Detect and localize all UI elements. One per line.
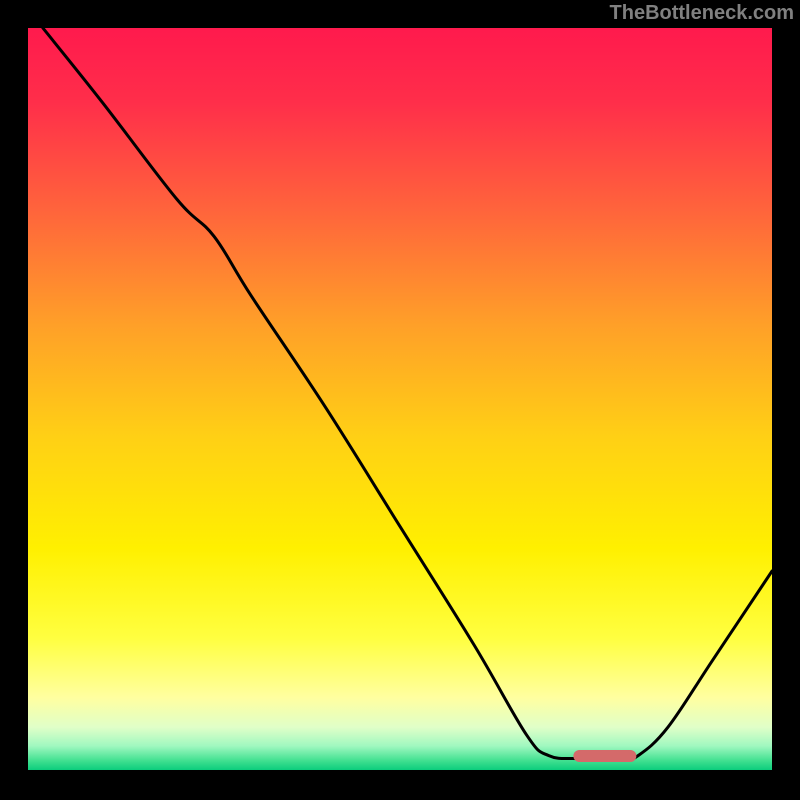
watermark-text: TheBottleneck.com: [610, 2, 794, 25]
plot-area: [28, 28, 772, 772]
bottleneck-curve: [43, 28, 772, 759]
curve-layer: [28, 28, 772, 772]
optimum-marker: [573, 750, 636, 762]
